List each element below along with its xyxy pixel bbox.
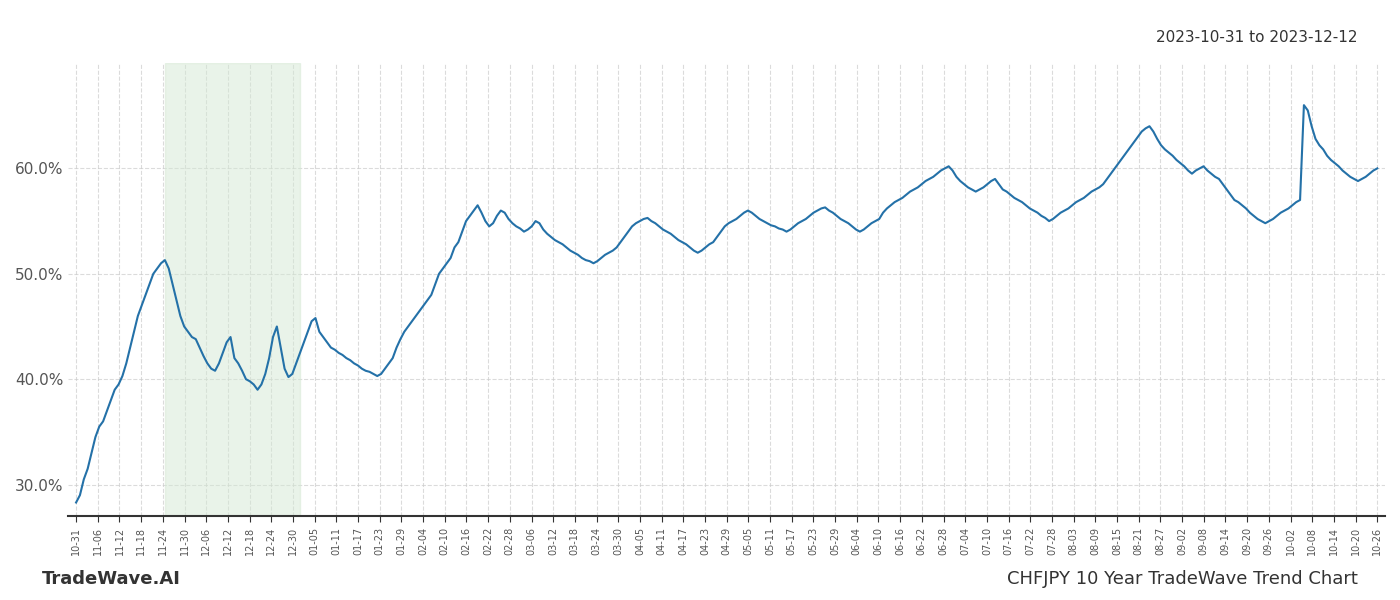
- Bar: [165, 63, 300, 516]
- Text: TradeWave.AI: TradeWave.AI: [42, 570, 181, 588]
- Text: CHFJPY 10 Year TradeWave Trend Chart: CHFJPY 10 Year TradeWave Trend Chart: [1007, 570, 1358, 588]
- Text: 2023-10-31 to 2023-12-12: 2023-10-31 to 2023-12-12: [1156, 30, 1358, 45]
